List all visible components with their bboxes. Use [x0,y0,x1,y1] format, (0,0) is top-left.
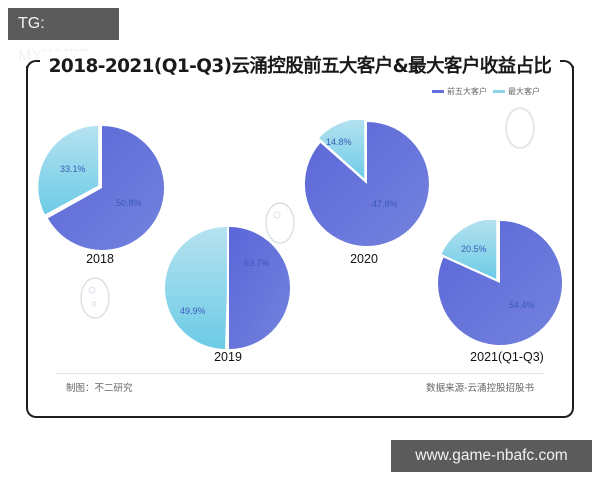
chart-legend: 前五大客户 最大客户 [432,84,540,98]
pie-2019 [164,226,290,350]
chart-title: 2018-2021(Q1-Q3)云涌控股前五大客户&最大客户收益占比 [40,52,560,82]
pie-2019-top5-label: 63.7% [244,258,270,268]
footer-divider [56,373,544,374]
legend-item-largest: 最大客户 [493,86,540,97]
legend-item-top5: 前五大客户 [432,86,487,97]
tg-watermark-badge: TG: MYYJJPP [8,8,119,64]
legend-swatch-top5 [432,89,444,93]
frame-corner-left [26,60,44,74]
pie-2021-top5-label: 54.4% [509,300,535,310]
pie-2020-top5-label: 47.8% [372,199,398,209]
legend-swatch-largest [493,89,505,93]
pie-2021-largest-label: 20.5% [461,244,487,254]
pie-2018 [38,126,166,250]
pie-2018-top5-label: 50.8% [116,198,142,208]
pie-2018-year: 2018 [86,252,114,266]
pie-2021 [436,220,564,346]
pie-2020-largest-label: 14.8% [326,137,352,147]
footer-credit: 制图：不二研究 [66,383,133,394]
pie-2021-year: 2021(Q1-Q3) [470,350,544,364]
pie-2020 [303,120,431,248]
chart-frame [26,66,574,418]
legend-label-largest: 最大客户 [508,86,540,96]
watermark-logo-icon [505,107,535,149]
legend-label-top5: 前五大客户 [447,86,487,96]
pie-2019-year: 2019 [214,350,242,364]
site-watermark-badge: www.game-nbafc.com [391,440,592,472]
frame-corner-right [556,60,574,74]
watermark-logo-icon [80,277,110,319]
pie-2020-year: 2020 [350,252,378,266]
pie-2019-largest-label: 49.9% [180,306,206,316]
footer-source: 数据来源-云涌控股招股书 [426,383,534,394]
pie-2018-largest-label: 33.1% [60,164,86,174]
watermark-logo-icon [265,202,295,244]
